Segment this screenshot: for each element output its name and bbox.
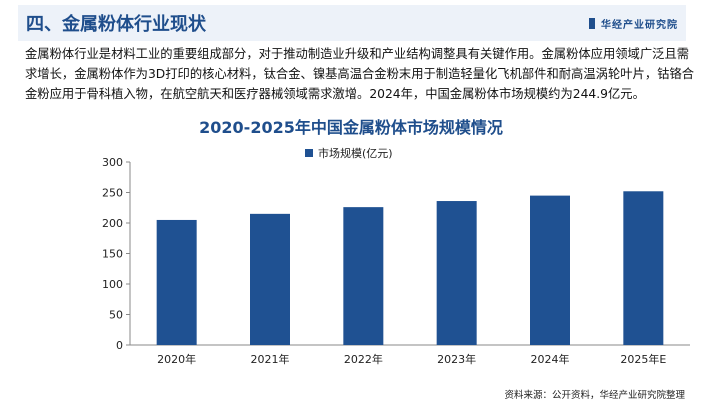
y-tick-label: 50 xyxy=(109,309,123,322)
brand-name: 华经产业研究院 xyxy=(601,20,678,31)
bar-2022年 xyxy=(343,207,384,345)
chart-title: 2020-2025年中国金属粉体市场规模情况 xyxy=(199,118,503,137)
legend-label: 市场规模(亿元) xyxy=(318,146,393,160)
y-tick-label: 300 xyxy=(102,156,123,169)
x-tick-label: 2023年 xyxy=(437,352,476,366)
bar-2023年 xyxy=(436,201,477,345)
x-tick-label: 2021年 xyxy=(251,352,290,366)
y-tick-label: 100 xyxy=(102,278,123,291)
legend-swatch xyxy=(305,149,313,157)
bar-2021年 xyxy=(250,213,290,345)
x-tick-label: 2020年 xyxy=(157,352,196,366)
y-tick-label: 250 xyxy=(102,187,123,200)
bar-2020年 xyxy=(156,219,197,345)
intro-paragraph: 金属粉体行业是材料工业的重要组成部分，对于推动制造业升级和产业结构调整具有关键作… xyxy=(25,47,695,101)
logo-icon xyxy=(589,18,595,29)
header-bar: 四、金属粉体行业现状 华经产业研究院 xyxy=(18,5,686,41)
section-title: 四、金属粉体行业现状 xyxy=(26,14,206,35)
source-note: 资料来源：公开资料，华经产业研究院整理 xyxy=(504,390,685,401)
x-tick-label: 2022年 xyxy=(344,352,383,366)
y-tick-label: 0 xyxy=(116,339,123,352)
bar-2024年 xyxy=(530,195,570,345)
x-tick-label: 2024年 xyxy=(531,352,570,366)
y-tick-label: 200 xyxy=(102,217,123,230)
x-tick-label: 2025年E xyxy=(620,352,666,366)
brand-logo: 华经产业研究院 xyxy=(589,16,678,31)
y-tick-label: 150 xyxy=(102,248,123,261)
bar-2025年E xyxy=(623,191,664,345)
